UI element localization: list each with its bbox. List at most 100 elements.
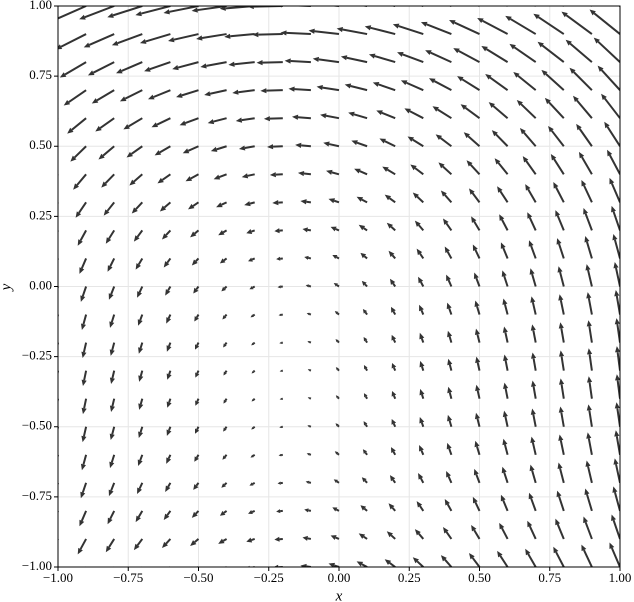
arrow-head	[300, 563, 307, 567]
arrow	[400, 80, 424, 92]
arrow	[379, 138, 396, 148]
arrow-shaft	[241, 117, 255, 122]
arrow	[279, 425, 283, 429]
arrow-shaft	[528, 525, 537, 540]
arrow-shaft	[138, 482, 144, 490]
arrow-head	[204, 91, 211, 97]
arrow-shaft	[606, 126, 620, 147]
arrow-shaft	[84, 6, 115, 19]
arrow-head	[516, 100, 523, 107]
arrow-head	[335, 339, 339, 343]
arrow	[73, 173, 87, 190]
arrow	[615, 374, 620, 399]
arrow	[256, 60, 283, 66]
arrow-head	[278, 453, 282, 457]
arrow-head	[491, 130, 498, 137]
arrow-head	[474, 328, 480, 336]
arrow	[389, 278, 397, 288]
arrow-head	[419, 445, 424, 452]
x-tick-label: −1.00	[43, 570, 73, 585]
arrow-head	[497, 186, 503, 193]
arrow-head	[302, 227, 308, 233]
arrow-shaft	[336, 424, 340, 428]
arrow-shaft	[364, 395, 368, 400]
arrow	[278, 6, 311, 8]
arrow	[416, 501, 425, 512]
arrow	[446, 442, 453, 456]
arrow-shaft	[194, 229, 200, 235]
arrow	[232, 89, 255, 95]
arrow-head	[363, 365, 368, 370]
arrow	[58, 426, 59, 440]
arrow-head	[601, 93, 607, 101]
arrow-head	[475, 356, 481, 364]
arrow	[500, 494, 509, 512]
arrow-head	[79, 519, 85, 527]
arrow	[360, 505, 368, 512]
arrow-head	[269, 172, 276, 178]
arrow-head	[305, 480, 310, 484]
arrow	[216, 201, 228, 208]
arrow	[364, 25, 396, 36]
arrow	[505, 15, 537, 35]
arrow-head	[397, 51, 404, 57]
arrow	[116, 61, 143, 74]
arrow	[222, 313, 228, 320]
arrow	[584, 488, 593, 512]
arrow-shaft	[509, 18, 537, 35]
arrow	[105, 229, 116, 244]
arrow-shaft	[137, 510, 144, 518]
arrow-head	[361, 477, 367, 483]
arrow	[247, 6, 283, 10]
arrow	[135, 6, 171, 17]
arrow-shaft	[346, 56, 368, 64]
arrow	[58, 34, 59, 36]
arrow-shaft	[244, 145, 255, 149]
arrow	[432, 106, 452, 120]
arrow-head	[604, 121, 610, 129]
arrow	[250, 313, 256, 318]
arrow-shaft	[301, 144, 311, 148]
arrow	[565, 39, 593, 63]
arrow	[251, 341, 256, 346]
arrow-head	[260, 88, 267, 94]
arrow	[107, 258, 116, 272]
arrow-head	[163, 513, 170, 520]
arrow-shaft	[378, 83, 396, 92]
arrow	[98, 145, 115, 160]
arrow	[476, 6, 480, 7]
arrow	[95, 117, 115, 132]
arrow	[558, 434, 565, 456]
y-tick-label: 0.25	[29, 207, 52, 222]
arrow	[328, 198, 340, 204]
arrow-shaft	[364, 283, 368, 288]
arrow-shaft	[238, 89, 255, 94]
arrow-shaft	[448, 6, 452, 7]
arrow	[267, 144, 283, 150]
arrow-shaft	[111, 342, 116, 351]
arrow-head	[597, 65, 604, 72]
arrow-head	[216, 202, 223, 208]
arrow-head	[277, 285, 281, 289]
arrow-head	[81, 407, 87, 415]
arrow-head	[509, 43, 516, 50]
arrow	[460, 104, 481, 120]
arrow-head	[185, 176, 193, 182]
arrow-shaft	[60, 33, 87, 48]
arrow-head	[457, 76, 464, 82]
arrow-head	[613, 458, 619, 465]
arrow-shaft	[420, 338, 425, 343]
arrow	[284, 58, 311, 64]
x-tick-label: 0.50	[468, 570, 491, 585]
arrow-head	[334, 311, 339, 315]
arrow	[168, 566, 171, 567]
arrow-shaft	[560, 328, 565, 343]
arrow-shaft	[102, 145, 115, 157]
arrow-head	[70, 155, 77, 162]
arrow-head	[133, 235, 140, 242]
arrow-shaft	[99, 117, 115, 129]
arrow	[70, 145, 87, 162]
arrow-head	[51, 17, 58, 22]
arrow-head	[103, 209, 110, 216]
arrow	[302, 535, 312, 541]
